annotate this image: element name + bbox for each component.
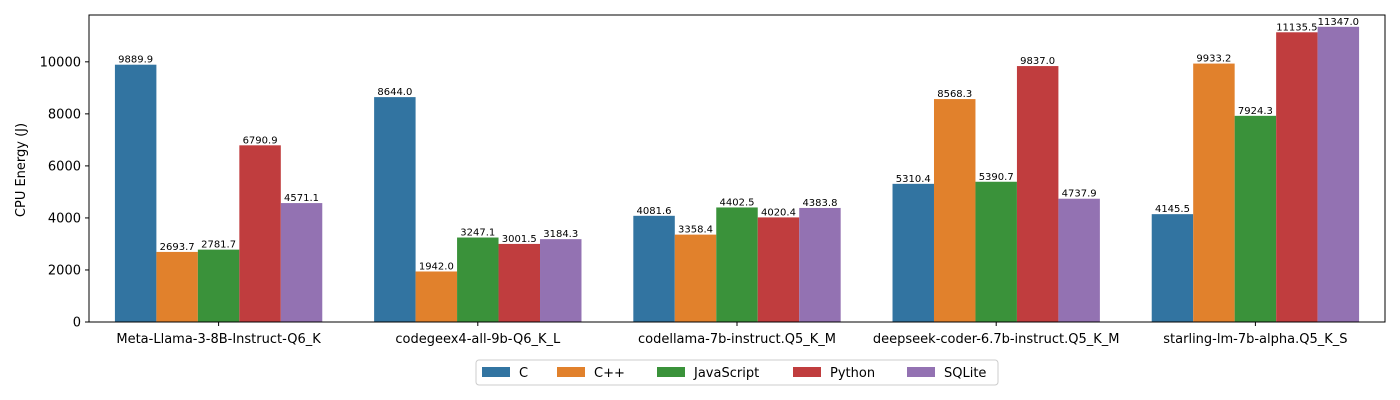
- bar-c-4: [1151, 214, 1194, 322]
- legend-swatch-c-: [557, 367, 585, 377]
- x-tick-label: codellama-7b-instruct.Q5_K_M: [638, 332, 836, 347]
- data-label: 11135.5: [1276, 22, 1317, 33]
- bar-sqlite-0: [280, 203, 323, 322]
- bar-c--4: [1193, 63, 1235, 322]
- bar-python-3: [1016, 66, 1059, 322]
- x-tick-label: starling-lm-7b-alpha.Q5_K_S: [1163, 332, 1347, 347]
- data-label: 5390.7: [979, 172, 1014, 183]
- bar-python-0: [239, 145, 281, 322]
- data-label: 2693.7: [160, 242, 195, 253]
- legend-frame: [475, 359, 999, 386]
- x-tick-label: codegeex4-all-9b-Q6_K_L: [395, 332, 561, 347]
- data-label: 9837.0: [1020, 56, 1055, 67]
- data-label: 5310.4: [896, 174, 931, 185]
- legend-swatch-c: [482, 367, 510, 377]
- legend-label: JavaScript: [693, 366, 759, 381]
- bar-python-4: [1276, 32, 1318, 322]
- bar-c--3: [933, 99, 976, 322]
- bar-javascript-3: [975, 181, 1017, 322]
- bar-javascript-0: [197, 249, 240, 322]
- data-label: 4145.5: [1155, 204, 1190, 215]
- x-tick-label: Meta-Llama-3-8B-Instruct-Q6_K: [116, 332, 321, 347]
- data-label: 11347.0: [1318, 17, 1359, 28]
- bar-c-3: [892, 183, 934, 322]
- data-label: 4737.9: [1062, 189, 1097, 200]
- bar-python-1: [498, 243, 541, 322]
- bar-c-0: [114, 64, 157, 322]
- data-label: 8568.3: [937, 89, 972, 100]
- bar-c--1: [415, 271, 458, 322]
- bar-javascript-1: [457, 237, 499, 322]
- bar-javascript-4: [1234, 115, 1277, 322]
- data-label: 3247.1: [460, 228, 495, 239]
- bar-c-2: [633, 215, 675, 322]
- data-label: 4571.1: [284, 193, 319, 204]
- data-label: 4402.5: [720, 197, 755, 208]
- bar-python-2: [757, 217, 800, 322]
- legend: C C++ JavaScript Python SQLite: [475, 359, 999, 386]
- y-tick-label: 8000: [48, 107, 81, 122]
- bars-layer: [114, 26, 1360, 322]
- legend-label: C++: [594, 366, 625, 381]
- axes-layer: 0 2000 4000 6000 8000 10000 Meta-Llama-3-8B-In…: [40, 14, 1386, 347]
- data-label: 9889.9: [118, 55, 153, 66]
- data-label: 9933.2: [1196, 54, 1231, 65]
- legend-swatch-javascript: [657, 367, 685, 377]
- bar-sqlite-4: [1317, 26, 1360, 322]
- y-tick-label: 6000: [48, 159, 81, 174]
- legend-label: C: [519, 366, 528, 381]
- y-tick-label: 2000: [48, 263, 81, 278]
- x-tick-label: deepseek-coder-6.7b-instruct.Q5_K_M: [873, 332, 1120, 347]
- data-label: 6790.9: [243, 135, 278, 146]
- data-label: 2781.7: [201, 240, 236, 251]
- legend-label: Python: [830, 366, 875, 381]
- data-label: 7924.3: [1238, 106, 1273, 117]
- legend-swatch-python: [793, 367, 821, 377]
- data-label: 8644.0: [377, 87, 412, 98]
- y-tick-label: 10000: [40, 55, 81, 70]
- y-tick-label: 0: [73, 316, 81, 331]
- y-tick-label: 4000: [48, 211, 81, 226]
- bar-sqlite-1: [540, 239, 582, 322]
- bar-sqlite-2: [799, 207, 841, 322]
- data-label: 4081.6: [637, 206, 672, 217]
- data-labels-layer: 9889.9 8644.0 4081.6 5310.4 4145.5 2693.7 1942…: [118, 17, 1359, 273]
- bar-sqlite-3: [1058, 198, 1100, 322]
- bar-c-1: [374, 97, 416, 322]
- bar-c--0: [156, 251, 198, 322]
- data-label: 4383.8: [802, 198, 837, 209]
- legend-swatch-sqlite: [907, 367, 935, 377]
- data-label: 1942.0: [419, 261, 454, 272]
- legend-label: SQLite: [944, 366, 986, 381]
- data-label: 3001.5: [502, 234, 537, 245]
- bar-c--2: [674, 234, 717, 322]
- data-label: 3184.3: [543, 229, 578, 240]
- data-label: 3358.4: [678, 225, 713, 236]
- y-axis-title: CPU Energy (J): [14, 123, 29, 217]
- bar-javascript-2: [716, 207, 758, 322]
- data-label: 4020.4: [761, 207, 796, 218]
